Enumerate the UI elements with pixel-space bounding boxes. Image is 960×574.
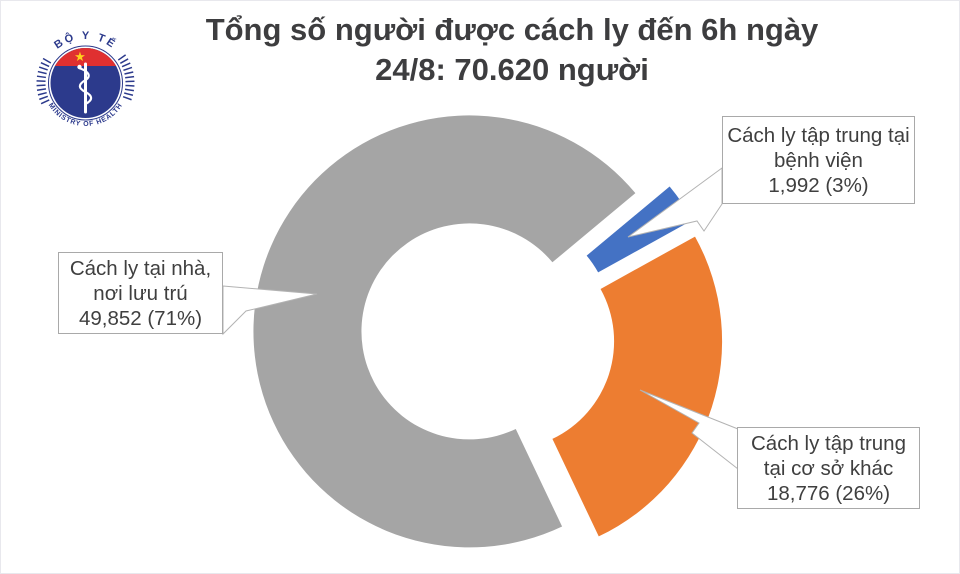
chart-title-line2: 24/8: 70.620 người bbox=[375, 52, 649, 87]
callout-home-quarantine: Cách ly tại nhà, nơi lưu trú 49,852 (71%… bbox=[58, 252, 223, 334]
chart-title: Tổng số người được cách ly đến 6h ngày 2… bbox=[132, 10, 892, 90]
callout-line: Cách ly tại nhà, bbox=[69, 256, 212, 280]
callout-line: nơi lưu trú bbox=[93, 281, 188, 305]
callout-hospital-quarantine: Cách ly tập trung tại bệnh viện 1,992 (3… bbox=[722, 116, 915, 204]
logo-ray bbox=[40, 61, 50, 68]
segment-home bbox=[253, 115, 636, 548]
logo-ray bbox=[125, 75, 135, 79]
logo-ray bbox=[36, 75, 46, 79]
callout-line: tại cơ sở khác bbox=[763, 456, 894, 480]
segment-other bbox=[552, 236, 723, 537]
callout-value: 18,776 (26%) bbox=[766, 481, 891, 505]
callout-line: bệnh viện bbox=[774, 148, 863, 172]
chart-title-line1: Tổng số người được cách ly đến 6h ngày bbox=[205, 12, 819, 47]
callout-value: 49,852 (71%) bbox=[78, 306, 203, 330]
logo-ray bbox=[117, 54, 127, 61]
logo-ray bbox=[125, 84, 135, 87]
callout-value: 1,992 (3%) bbox=[768, 173, 869, 197]
rod-of-asclepius-icon bbox=[77, 62, 93, 114]
logo-ray bbox=[122, 95, 132, 101]
logo-ray bbox=[37, 91, 47, 96]
logo-ray bbox=[124, 88, 135, 92]
logo-star-icon: ★ bbox=[74, 49, 86, 64]
callout-line: Cách ly tập trung bbox=[751, 431, 906, 455]
logo-sunburst-rays bbox=[36, 54, 135, 105]
logo-ray bbox=[123, 66, 133, 72]
logo-ray bbox=[42, 57, 52, 64]
logo-ray bbox=[124, 71, 134, 75]
callout-line: Cách ly tập trung tại bbox=[727, 123, 910, 147]
logo-ray bbox=[38, 66, 48, 71]
ministry-of-health-logo: BỘ Y TẾ ★ MINISTRY OF HEALTH bbox=[36, 30, 135, 128]
logo-ray bbox=[36, 88, 47, 91]
logo-ray bbox=[39, 95, 49, 101]
callout-pointer-home bbox=[222, 285, 318, 336]
logo-ray bbox=[119, 58, 129, 64]
logo-ray bbox=[121, 62, 131, 68]
logo-ray bbox=[37, 70, 47, 75]
logo-red-band bbox=[54, 47, 117, 66]
logo-inner-ring bbox=[48, 45, 123, 121]
callout-other-facility-quarantine: Cách ly tập trung tại cơ sở khác 18,776 … bbox=[737, 427, 920, 509]
logo-ray bbox=[124, 92, 134, 96]
logo-ray bbox=[40, 99, 50, 105]
